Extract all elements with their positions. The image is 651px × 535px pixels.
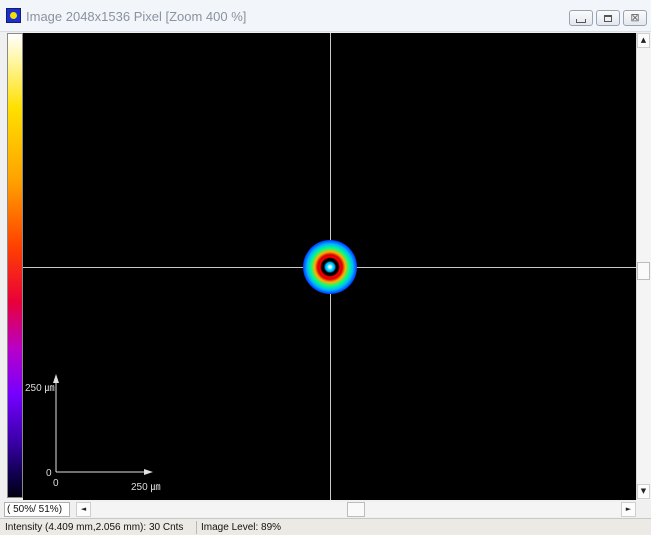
y-origin-label: 0 [46,468,52,479]
x-origin-label: 0 [53,478,59,489]
window-title: Image 2048x1536 Pixel [Zoom 400 %] [26,9,247,24]
beam-spot [303,240,357,294]
scroll-right-button[interactable]: ► [621,502,636,517]
scroll-position-readout: ( 50%/ 51%) [4,502,70,517]
beam-profile-icon [6,8,21,23]
vertical-scroll-thumb[interactable] [637,262,650,280]
scroll-left-button[interactable]: ◄ [76,502,91,517]
maximize-icon [604,14,612,22]
intensity-colorbar [7,33,23,498]
x-scale-label: 250 ㎛ [131,482,161,493]
status-bar: Intensity (4.409 mm,2.056 mm): 30 Cnts I… [0,518,651,535]
maximize-button[interactable] [596,10,620,26]
image-level-readout: Image Level: 89% [201,522,282,533]
close-icon: ⊠ [630,11,640,24]
minimize-button[interactable] [569,10,593,26]
scroll-down-button[interactable]: ▼ [637,484,650,499]
horizontal-scroll-thumb[interactable] [347,502,365,517]
y-scale-label: 250 ㎛ [25,383,55,394]
scale-axes [53,374,153,475]
vertical-scrollbar[interactable]: ▲ ▼ [636,33,651,500]
title-bar[interactable]: Image 2048x1536 Pixel [Zoom 400 %] ⊠ [0,0,651,32]
intensity-readout: Intensity (4.409 mm,2.056 mm): 30 Cnts [5,522,184,533]
status-divider [196,521,197,534]
close-button[interactable]: ⊠ [623,10,647,26]
horizontal-scrollbar[interactable]: ◄ ► [76,502,636,517]
beam-image-canvas[interactable]: 250 ㎛ 0 0 250 ㎛ [23,33,636,500]
minimize-icon [576,19,586,23]
scroll-up-button[interactable]: ▲ [637,33,650,48]
